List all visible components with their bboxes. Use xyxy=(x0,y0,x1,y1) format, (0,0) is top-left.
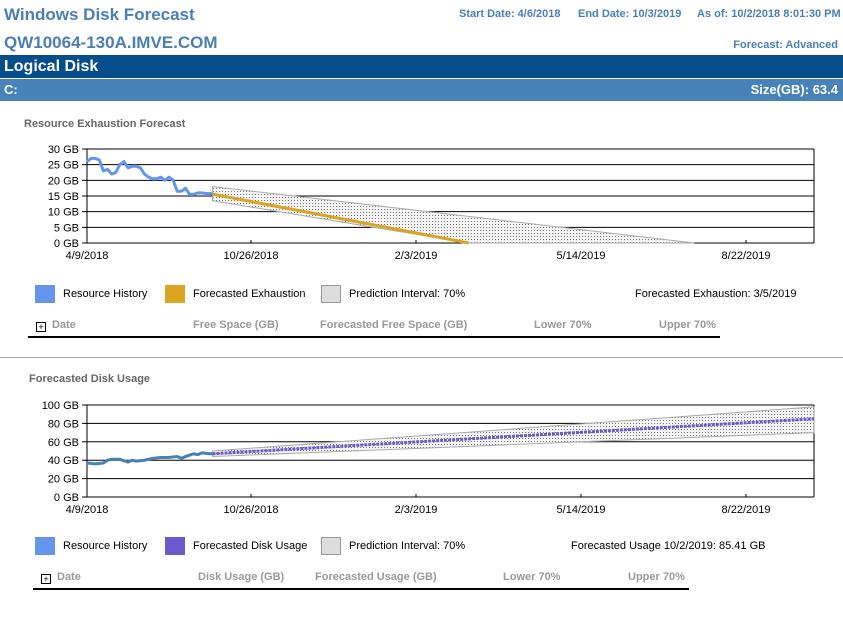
legend-exhaustion: Forecasted Exhaustion xyxy=(165,285,306,303)
x-tick-label: 8/22/2019 xyxy=(722,250,771,262)
x-tick-label: 10/26/2018 xyxy=(223,250,278,262)
divider xyxy=(0,357,843,358)
y-tick-label: 0 GB xyxy=(54,238,79,250)
col-free-space[interactable]: Free Space (GB) xyxy=(193,319,279,331)
chart2-title: Forecasted Disk Usage xyxy=(29,373,151,385)
y-tick-label: 80 GB xyxy=(48,418,79,430)
y-tick-label: 25 GB xyxy=(48,160,79,172)
legend-swatch-exhaustion xyxy=(165,285,185,303)
x-tick-label: 2/3/2019 xyxy=(395,250,438,262)
legend-label: Prediction Interval: 70% xyxy=(349,288,466,300)
x-tick-label: 2/3/2019 xyxy=(395,504,438,516)
y-tick-label: 100 GB xyxy=(42,400,79,412)
legend-history-2: Resource History xyxy=(35,537,147,555)
legend-label: Forecasted Exhaustion xyxy=(193,288,306,300)
x-tick-label: 5/14/2019 xyxy=(557,250,606,262)
forecast-line xyxy=(212,417,815,456)
y-tick-label: 20 GB xyxy=(48,175,79,187)
forecast-line xyxy=(212,192,469,245)
prediction-interval-band xyxy=(212,186,695,244)
col-lower[interactable]: Lower 70% xyxy=(534,319,592,331)
y-tick-label: 60 GB xyxy=(48,437,79,449)
drive-header: C: Size(GB): 63.4 xyxy=(0,79,843,101)
legend-interval: Prediction Interval: 70% xyxy=(321,285,465,303)
col-forecasted-free-space[interactable]: Forecasted Free Space (GB) xyxy=(320,319,468,331)
legend-interval-2: Prediction Interval: 70% xyxy=(321,537,465,555)
col-lower[interactable]: Lower 70% xyxy=(503,571,561,583)
section-header: Logical Disk xyxy=(0,55,843,78)
disk-usage-table: + Date Disk Usage (GB) Forecasted Usage … xyxy=(33,571,689,590)
legend-swatch-history xyxy=(35,537,55,555)
drive-size: Size(GB): 63.4 xyxy=(750,82,838,97)
x-tick-label: 4/9/2018 xyxy=(66,250,109,262)
free-space-table: + Date Free Space (GB) Forecasted Free S… xyxy=(28,319,720,338)
history-line xyxy=(86,156,213,196)
drive-label: C: xyxy=(4,82,18,97)
legend-label: Forecasted Disk Usage xyxy=(193,540,308,552)
x-tick-label: 4/9/2018 xyxy=(66,504,109,516)
legend-swatch-interval xyxy=(321,285,341,303)
as-of: As of: 10/2/2018 8:01:30 PM xyxy=(697,8,841,20)
x-tick-label: 5/14/2019 xyxy=(557,504,606,516)
usage-chart: 0 GB 20 GB 40 GB 60 GB 80 GB 100 GB 4/9/2018 10… xyxy=(42,400,815,516)
col-date[interactable]: Date xyxy=(57,571,81,583)
chart1-title: Resource Exhaustion Forecast xyxy=(24,118,186,130)
y-tick-label: 5 GB xyxy=(54,222,79,234)
exhaustion-chart: 0 GB 5 GB 10 GB 15 GB 20 GB 25 GB 30 GB 4/9/201… xyxy=(48,144,815,262)
col-disk-usage[interactable]: Disk Usage (GB) xyxy=(198,571,285,583)
col-upper[interactable]: Upper 70% xyxy=(659,319,716,331)
forecast-mode: Forecast: Advanced xyxy=(733,39,838,51)
x-tick-label: 10/26/2018 xyxy=(223,504,278,516)
expand-icon[interactable]: + xyxy=(41,574,51,584)
history-line xyxy=(86,451,213,466)
y-tick-label: 0 GB xyxy=(54,492,79,504)
expand-icon[interactable]: + xyxy=(36,322,46,332)
legend-swatch-usage xyxy=(165,537,185,555)
y-tick-label: 10 GB xyxy=(48,207,79,219)
start-date: Start Date: 4/6/2018 xyxy=(459,8,561,20)
y-tick-label: 30 GB xyxy=(48,144,79,156)
legend-swatch-history xyxy=(35,285,55,303)
end-date: End Date: 10/3/2019 xyxy=(578,8,682,20)
col-upper[interactable]: Upper 70% xyxy=(628,571,685,583)
section-title: Logical Disk xyxy=(4,58,99,75)
legend-label: Prediction Interval: 70% xyxy=(349,540,466,552)
y-tick-label: 40 GB xyxy=(48,455,79,467)
forecasted-usage-value: Forecasted Usage 10/2/2019: 85.41 GB xyxy=(571,540,766,552)
legend-label: Resource History xyxy=(63,540,148,552)
col-forecasted-usage[interactable]: Forecasted Usage (GB) xyxy=(315,571,437,583)
col-date[interactable]: Date xyxy=(52,319,76,331)
forecasted-exhaustion-value: Forecasted Exhaustion: 3/5/2019 xyxy=(635,288,797,300)
legend-swatch-interval xyxy=(321,537,341,555)
report-title: Windows Disk Forecast xyxy=(4,5,195,24)
host-name: QW10064-130A.IMVE.COM xyxy=(4,33,218,52)
y-tick-label: 15 GB xyxy=(48,191,79,203)
y-tick-label: 20 GB xyxy=(48,474,79,486)
legend-usage: Forecasted Disk Usage xyxy=(165,537,307,555)
legend-history: Resource History xyxy=(35,285,147,303)
legend-label: Resource History xyxy=(63,288,148,300)
x-tick-label: 8/22/2019 xyxy=(722,504,771,516)
